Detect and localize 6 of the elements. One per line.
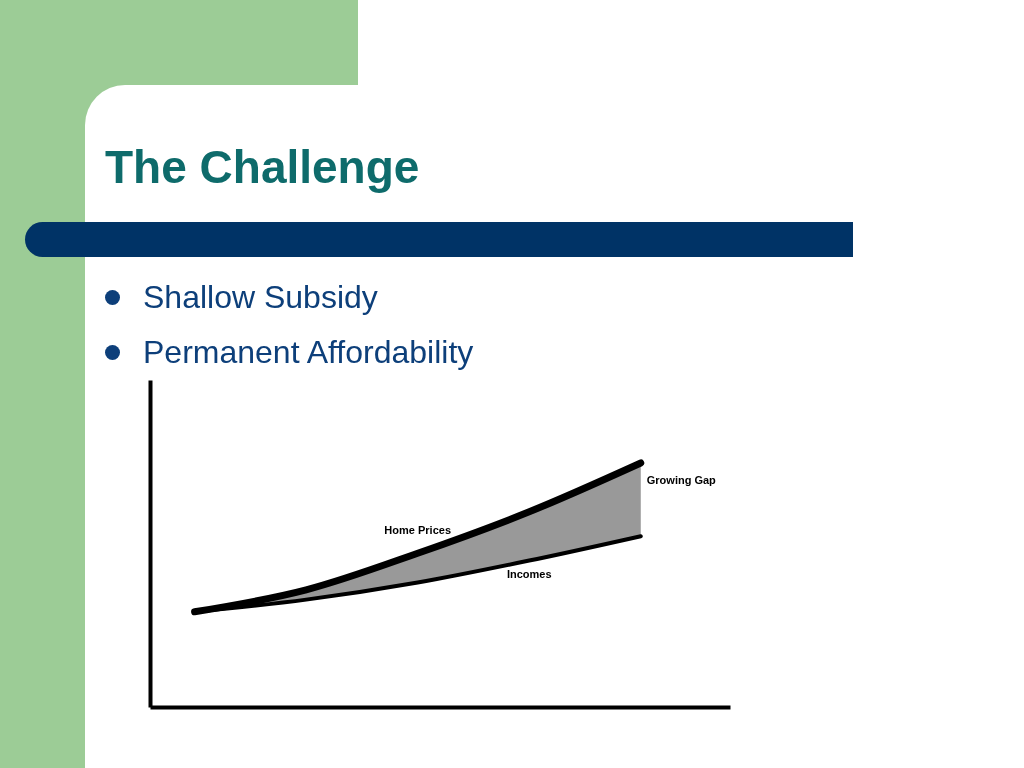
series-label: Home Prices	[384, 524, 452, 537]
series-label: Incomes	[506, 567, 552, 580]
text: Permanent Affordability	[105, 327, 474, 382]
chart-title: The Challenge	[105, 140, 420, 194]
annotation: Growing Gap	[646, 474, 717, 487]
text: Shallow Subsidy	[105, 272, 474, 327]
